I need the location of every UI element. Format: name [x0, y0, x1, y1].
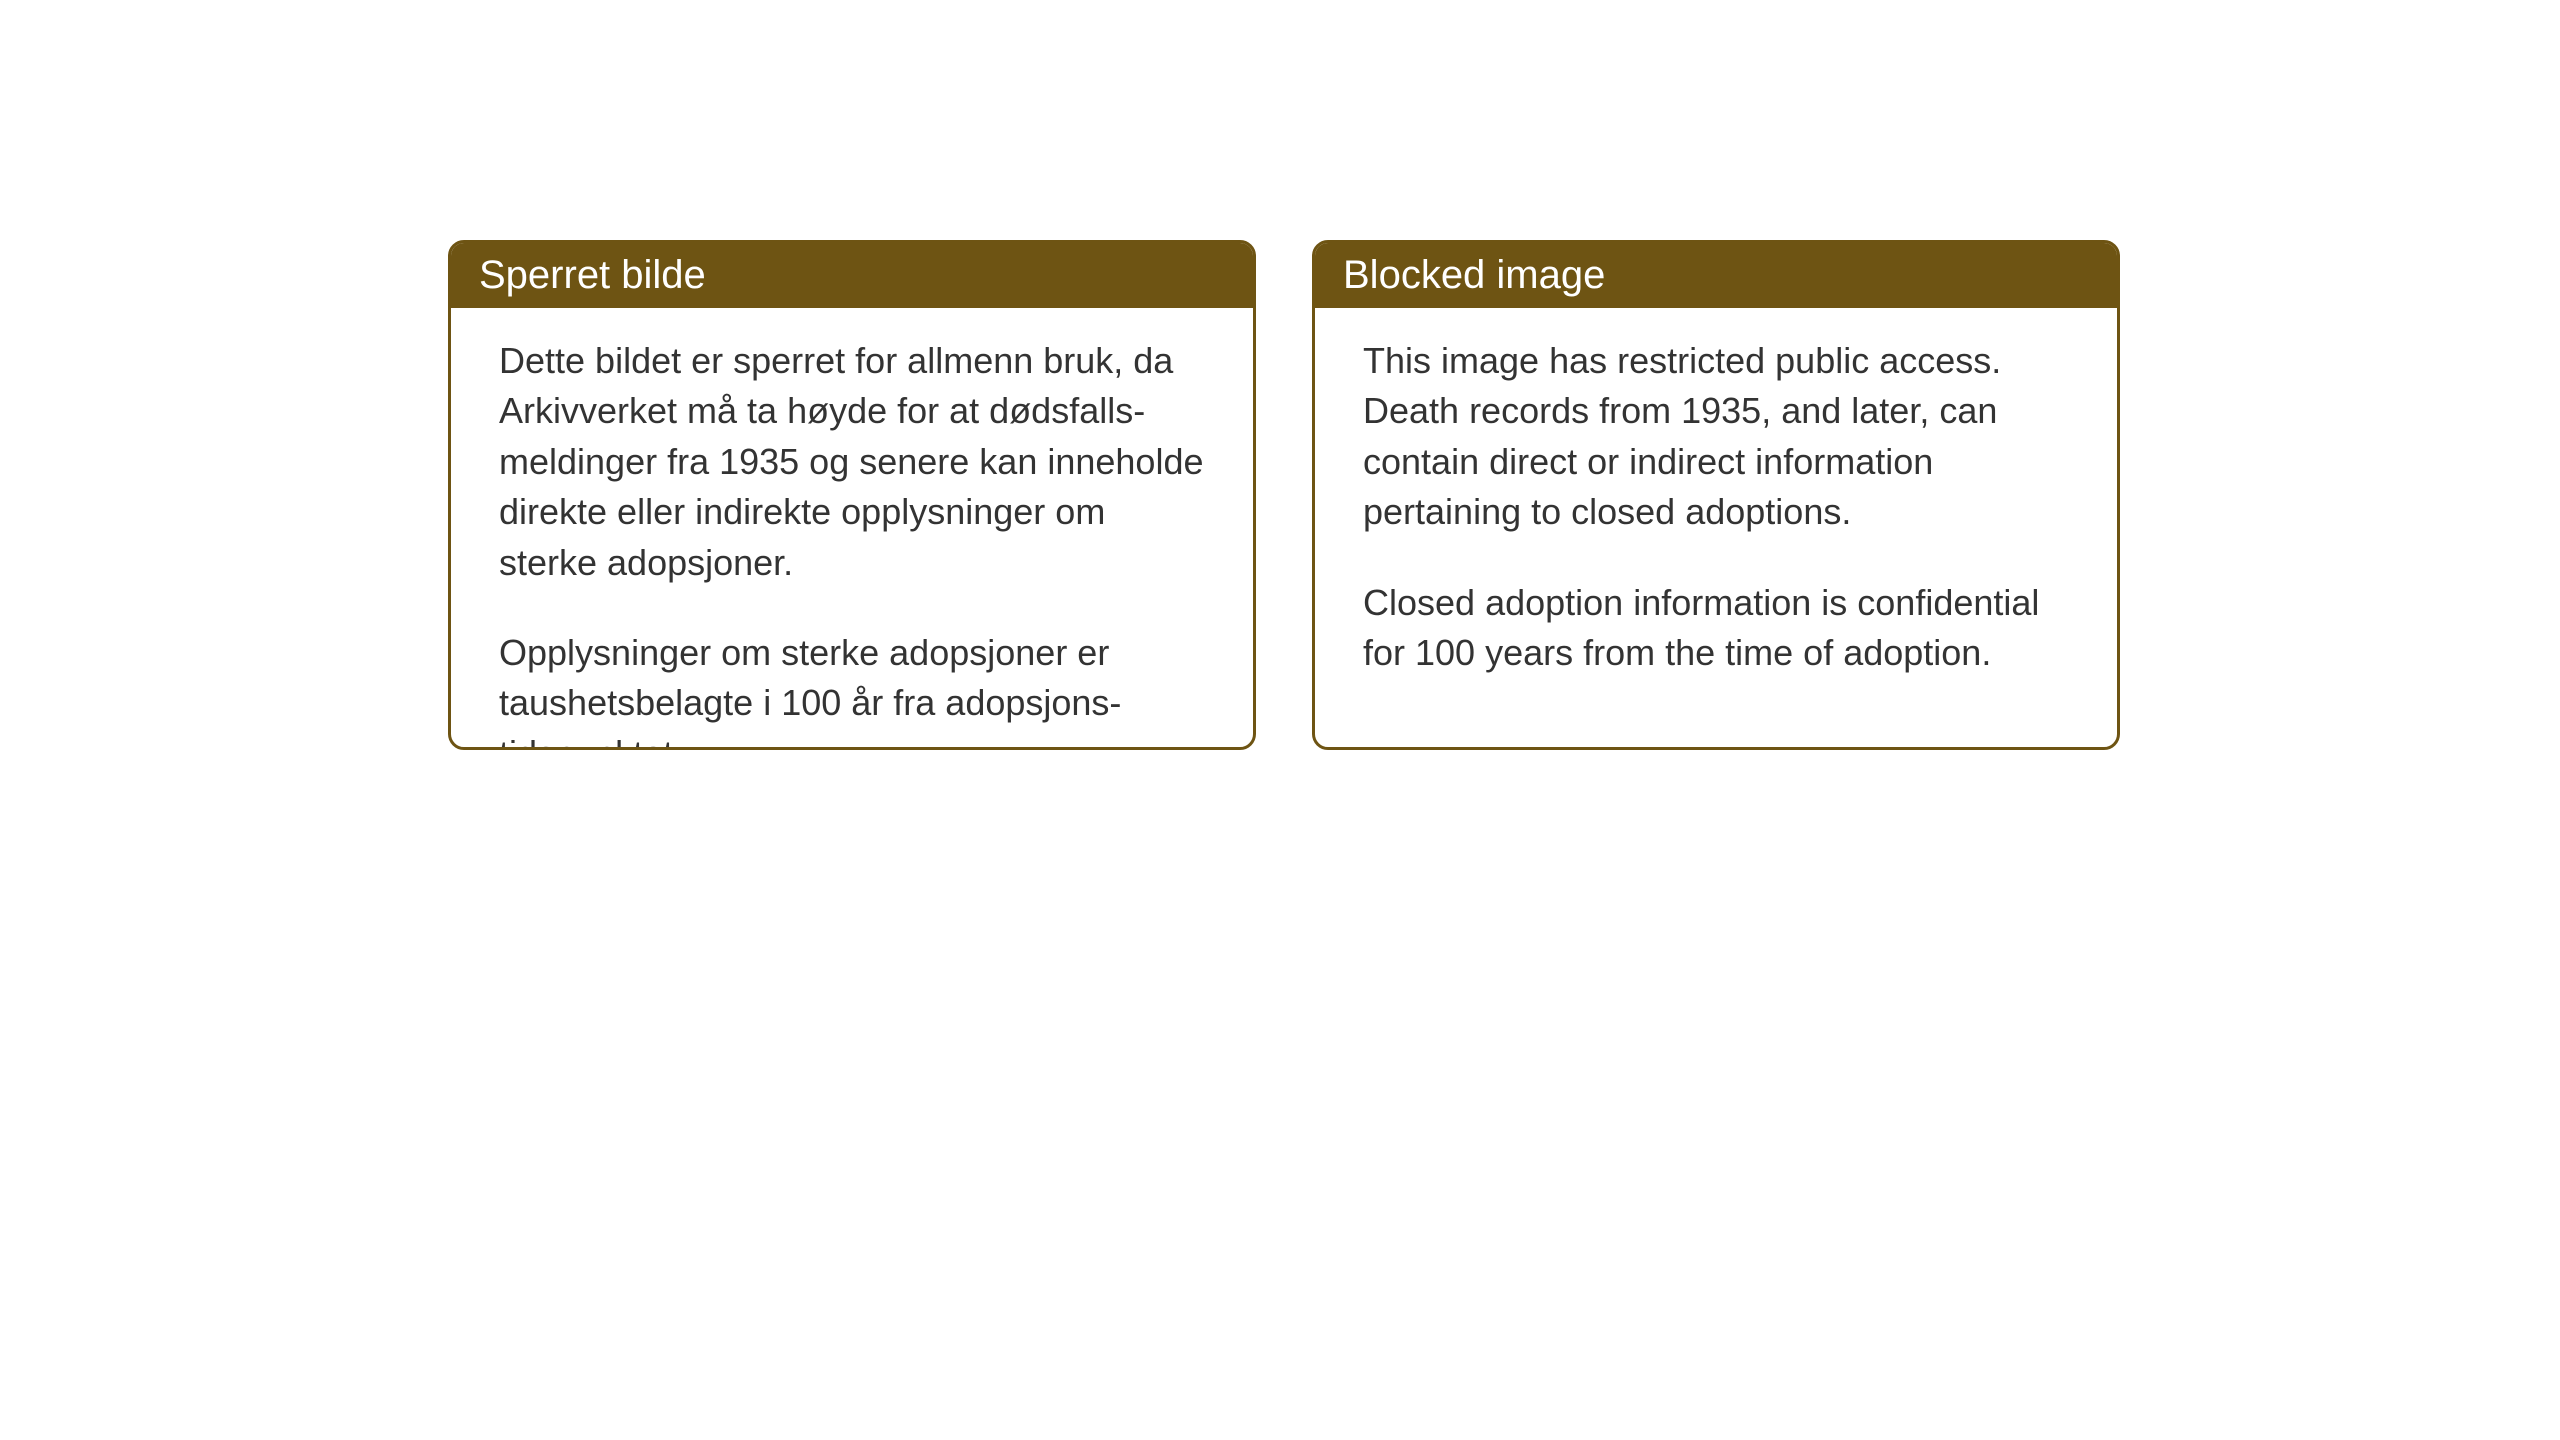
notice-header-english: Blocked image [1315, 243, 2117, 308]
notice-card-english: Blocked image This image has restricted … [1312, 240, 2120, 750]
notice-paragraph: Opplysninger om sterke adopsjoner er tau… [499, 628, 1205, 750]
notice-container: Sperret bilde Dette bildet er sperret fo… [448, 240, 2120, 750]
notice-paragraph: Dette bildet er sperret for allmenn bruk… [499, 336, 1205, 588]
notice-body-english: This image has restricted public access.… [1315, 308, 2117, 706]
notice-header-norwegian: Sperret bilde [451, 243, 1253, 308]
notice-paragraph: Closed adoption information is confident… [1363, 578, 2069, 679]
notice-paragraph: This image has restricted public access.… [1363, 336, 2069, 538]
notice-body-norwegian: Dette bildet er sperret for allmenn bruk… [451, 308, 1253, 750]
notice-card-norwegian: Sperret bilde Dette bildet er sperret fo… [448, 240, 1256, 750]
